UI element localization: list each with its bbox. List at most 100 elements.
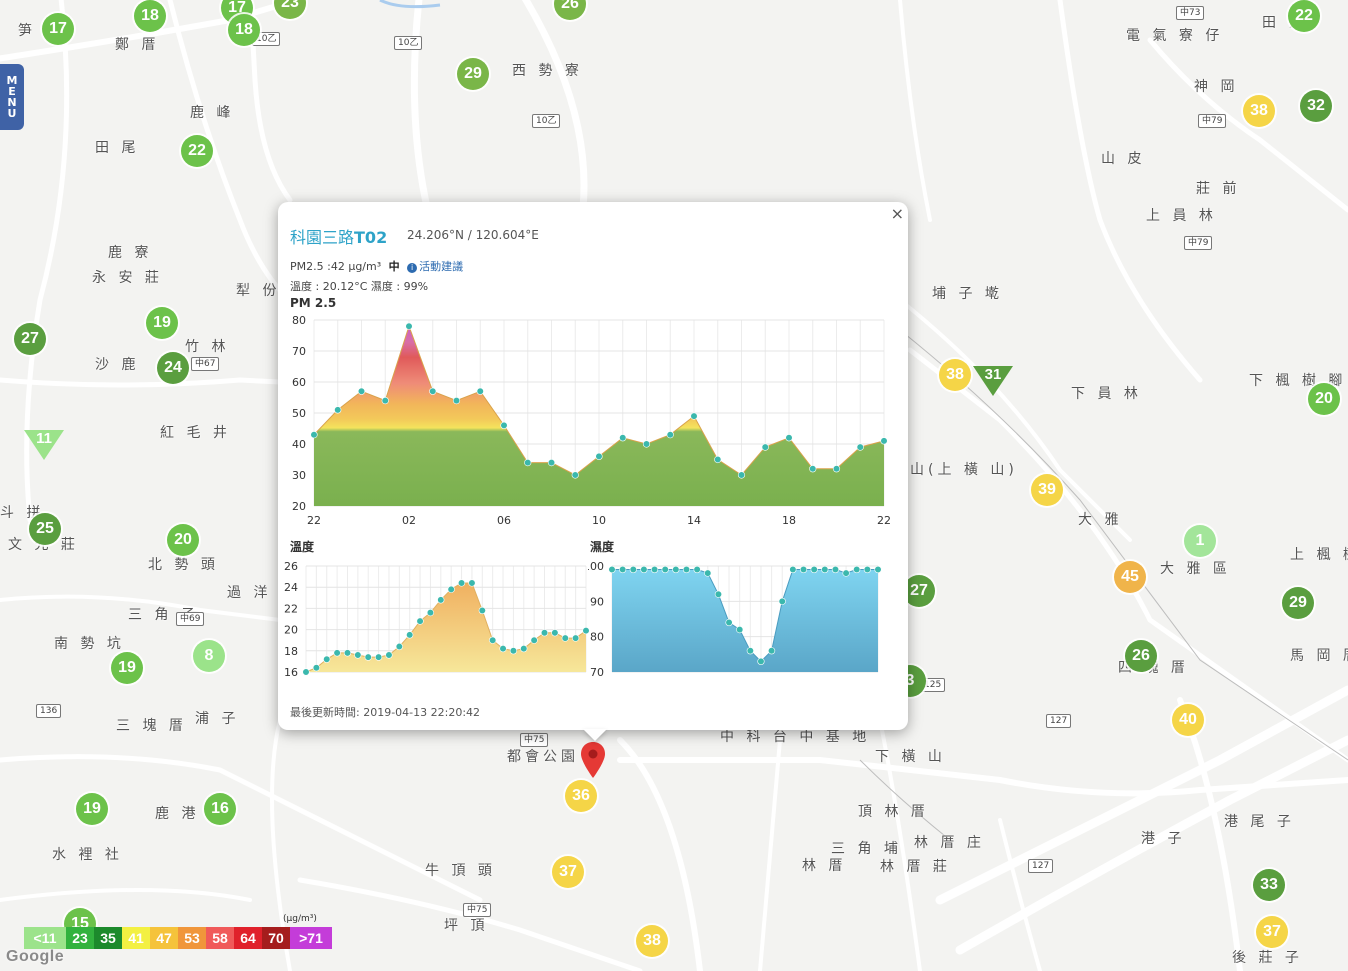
data-point[interactable] <box>334 406 342 414</box>
station-name[interactable]: 科園三路T02 <box>290 224 387 248</box>
data-point[interactable] <box>447 585 455 593</box>
station-marker[interactable]: 1 <box>1184 525 1216 557</box>
station-marker[interactable]: 24 <box>157 352 189 384</box>
data-point[interactable] <box>746 647 754 655</box>
data-point[interactable] <box>842 569 850 577</box>
station-marker[interactable]: 39 <box>1031 474 1063 506</box>
data-point[interactable] <box>619 565 627 574</box>
station-marker[interactable]: 37 <box>1256 916 1288 948</box>
data-point[interactable] <box>571 471 579 479</box>
data-point[interactable] <box>619 434 627 442</box>
data-point[interactable] <box>520 645 528 653</box>
data-point[interactable] <box>809 465 817 473</box>
close-icon[interactable]: × <box>890 204 904 223</box>
data-point[interactable] <box>406 631 414 639</box>
station-marker[interactable]: 38 <box>939 359 971 391</box>
data-point[interactable] <box>395 642 403 651</box>
station-marker[interactable]: 22 <box>1288 0 1320 32</box>
data-point[interactable] <box>374 653 383 661</box>
data-point[interactable] <box>429 387 437 395</box>
data-point[interactable] <box>642 440 651 448</box>
data-point[interactable] <box>666 431 674 439</box>
data-point[interactable] <box>640 565 648 574</box>
data-point[interactable] <box>863 565 871 574</box>
selected-station-pin[interactable] <box>581 742 605 778</box>
data-point[interactable] <box>476 387 484 395</box>
station-marker[interactable]: 26 <box>554 0 586 20</box>
data-point[interactable] <box>714 455 722 464</box>
data-point[interactable] <box>704 569 712 577</box>
data-point[interactable] <box>405 322 413 330</box>
data-point[interactable] <box>354 651 362 659</box>
data-point[interactable] <box>416 617 424 625</box>
data-point[interactable] <box>561 634 569 642</box>
data-point[interactable] <box>672 565 680 574</box>
data-point[interactable] <box>768 647 776 655</box>
data-point[interactable] <box>547 459 556 467</box>
station-marker[interactable]: 22 <box>181 135 213 167</box>
data-point[interactable] <box>856 443 864 451</box>
data-point[interactable] <box>357 387 366 395</box>
data-point[interactable] <box>452 396 461 405</box>
data-point[interactable] <box>682 565 691 574</box>
data-point[interactable] <box>364 653 372 661</box>
activity-advice-link[interactable]: i 活動建議 <box>407 260 463 273</box>
station-marker[interactable]: 19 <box>146 307 178 339</box>
data-point[interactable] <box>323 655 331 663</box>
data-point[interactable] <box>582 627 590 635</box>
station-marker[interactable]: 36 <box>565 780 597 812</box>
data-point[interactable] <box>437 596 445 604</box>
station-marker-triangle[interactable]: 11 <box>24 430 64 460</box>
station-marker[interactable]: 18 <box>228 14 260 46</box>
data-point[interactable] <box>736 625 744 634</box>
data-point[interactable] <box>524 459 532 467</box>
data-point[interactable] <box>608 565 616 574</box>
data-point[interactable] <box>302 668 310 676</box>
data-point[interactable] <box>832 465 841 473</box>
data-point[interactable] <box>457 579 466 587</box>
station-marker[interactable]: 26 <box>1125 640 1157 672</box>
data-point[interactable] <box>499 645 507 653</box>
data-point[interactable] <box>725 618 733 627</box>
data-point[interactable] <box>385 651 393 659</box>
station-marker[interactable]: 38 <box>1243 95 1275 127</box>
data-point[interactable] <box>540 629 549 637</box>
data-point[interactable] <box>478 606 486 615</box>
data-point[interactable] <box>831 565 840 574</box>
data-point[interactable] <box>381 396 389 405</box>
data-point[interactable] <box>509 647 518 655</box>
data-point[interactable] <box>426 609 435 617</box>
station-marker[interactable]: 27 <box>903 575 935 607</box>
data-point[interactable] <box>690 412 698 420</box>
data-point[interactable] <box>343 649 352 657</box>
station-marker[interactable]: 40 <box>1172 704 1204 736</box>
data-point[interactable] <box>312 664 320 672</box>
station-marker[interactable]: 20 <box>1308 383 1340 415</box>
data-point[interactable] <box>757 657 765 665</box>
station-marker[interactable]: 16 <box>204 793 236 825</box>
data-point[interactable] <box>595 452 603 460</box>
station-marker[interactable]: 8 <box>193 640 225 672</box>
data-point[interactable] <box>761 443 769 451</box>
data-point[interactable] <box>551 629 559 637</box>
data-point[interactable] <box>572 634 580 642</box>
station-marker[interactable]: 32 <box>1300 90 1332 122</box>
data-point[interactable] <box>661 565 669 574</box>
station-marker[interactable]: 17 <box>42 13 74 45</box>
station-marker[interactable]: 33 <box>1253 869 1285 901</box>
station-marker[interactable]: 29 <box>457 58 489 90</box>
data-point[interactable] <box>799 565 808 574</box>
data-point[interactable] <box>821 565 829 574</box>
station-marker-triangle[interactable]: 31 <box>973 366 1013 396</box>
data-point[interactable] <box>310 431 318 439</box>
data-point[interactable] <box>785 434 793 442</box>
data-point[interactable] <box>333 649 341 657</box>
data-point[interactable] <box>880 437 888 445</box>
data-point[interactable] <box>778 597 786 605</box>
station-marker[interactable]: 37 <box>552 856 584 888</box>
station-marker[interactable]: 23 <box>274 0 306 19</box>
data-point[interactable] <box>500 421 508 429</box>
data-point[interactable] <box>530 636 538 644</box>
